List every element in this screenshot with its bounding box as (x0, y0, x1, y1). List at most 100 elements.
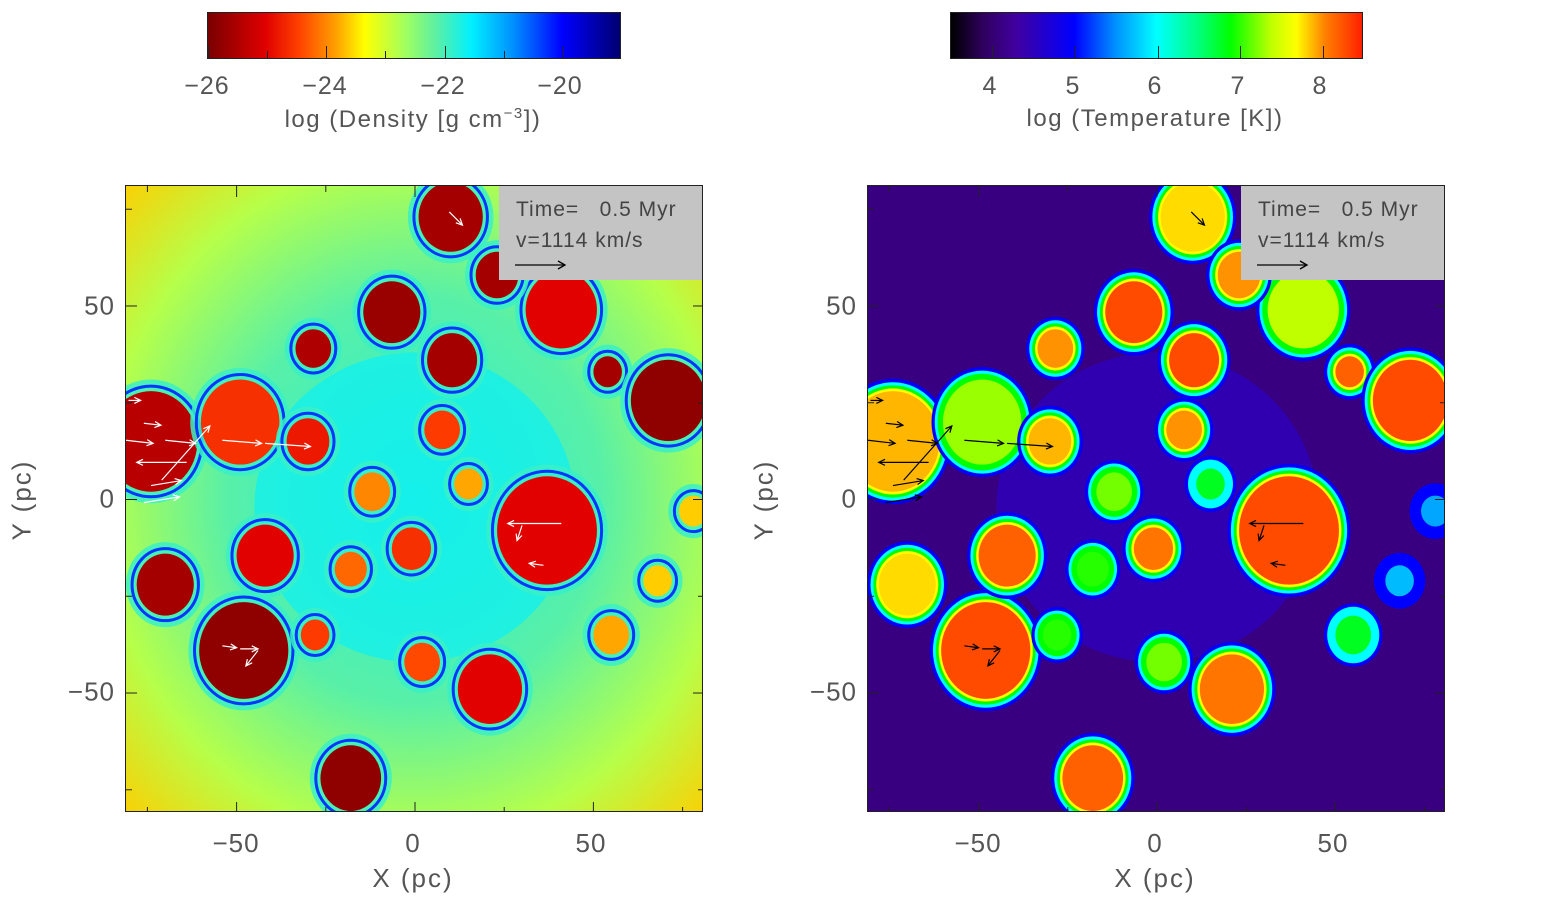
velocity-vector (1269, 560, 1286, 568)
bubble (393, 631, 451, 694)
velocity-vector (222, 643, 238, 651)
temperature-colorbar-tick-label: 5 (1065, 72, 1081, 100)
velocity-vector (515, 525, 523, 542)
y-tick-label: 0 (99, 483, 115, 514)
bubble (1184, 456, 1237, 512)
temperature-colorbar (950, 12, 1363, 59)
velocity-vector (1248, 519, 1304, 528)
velocity-vector (143, 494, 181, 504)
velocity-vector (1007, 442, 1054, 450)
bubble (1051, 732, 1135, 811)
bubble (1084, 460, 1144, 524)
bubble (1256, 258, 1351, 361)
bubble (343, 460, 401, 523)
velocity-vector (240, 645, 260, 653)
temperature-map: Time= 0.5 Myr v=1114 km/s (867, 185, 1445, 812)
bubble (632, 553, 683, 608)
colorbar-tick (992, 46, 994, 58)
temperature-colorbar-tick-label: 7 (1230, 72, 1246, 100)
x-tick-label: 0 (405, 828, 421, 858)
bubble (447, 642, 533, 736)
bubble (582, 344, 633, 399)
time-label: Time= 0.5 Myr (516, 198, 677, 221)
density-colorbar (207, 12, 621, 59)
bubble (1409, 483, 1444, 539)
colorbar-tick (385, 51, 387, 58)
temperature-colorbar-tick-label: 8 (1312, 72, 1328, 100)
velocity-vector (1257, 525, 1265, 542)
bubble (126, 379, 209, 504)
velocity-vector (885, 420, 905, 429)
bubble (1093, 268, 1174, 356)
velocity-vector (903, 424, 953, 481)
bubble (1031, 607, 1083, 663)
bubble (1065, 539, 1121, 599)
density-colorbar-title: log (Density [g cm−3]) (284, 105, 542, 133)
density-colorbar-tick-label: −26 (184, 72, 230, 100)
velocity-label: v=1114 km/s (516, 229, 644, 252)
bubble (668, 484, 702, 539)
bubble (1323, 343, 1376, 400)
bubble (1122, 514, 1185, 583)
colorbar-tick (326, 46, 328, 58)
bubble (443, 456, 494, 512)
colorbar-tick (444, 46, 446, 58)
temperature-colorbar-title: log (Temperature [K]) (1026, 105, 1284, 132)
bubble (1134, 630, 1194, 694)
bubble (967, 512, 1048, 599)
bubble (514, 259, 608, 361)
bubble (225, 513, 305, 599)
bubble (188, 590, 300, 711)
bubble (381, 515, 442, 582)
density-map-svg (126, 186, 702, 811)
bubble (190, 367, 291, 477)
bubble (1149, 186, 1237, 265)
bubble (1361, 347, 1444, 454)
bubble (1188, 641, 1276, 737)
velocity-vector (222, 439, 263, 447)
velocity-vector (161, 424, 211, 481)
velocity-vector (987, 650, 1001, 668)
bubble (284, 317, 342, 380)
bubble (1323, 603, 1383, 667)
velocity-vector (265, 442, 312, 450)
bubble (126, 542, 205, 628)
bubble (486, 464, 608, 597)
velocity-vector (143, 420, 163, 429)
velocity-vector (448, 211, 464, 227)
bubble (1373, 552, 1426, 609)
bubble (868, 378, 951, 505)
bubble (582, 604, 640, 666)
bubble (275, 406, 341, 477)
bubble (868, 541, 948, 628)
temperature-map-svg (868, 186, 1444, 811)
bubble (931, 367, 1033, 478)
bubble (324, 540, 378, 599)
velocity-vector (868, 439, 897, 447)
y-axis-label: Y (pc) (6, 459, 37, 541)
bubble (1017, 405, 1083, 478)
annotation-box: Time= 0.5 Myr v=1114 km/s (1241, 186, 1444, 280)
colorbar-tick (1074, 46, 1076, 58)
y-axis-label: Y (pc) (748, 459, 779, 541)
x-axis-label: X (pc) (1114, 863, 1196, 893)
velocity-vector (964, 643, 980, 651)
velocity-vector (982, 645, 1002, 653)
bubble (416, 321, 488, 399)
velocity-vector (165, 439, 197, 447)
reference-arrow-icon (515, 260, 567, 270)
y-tick-label: 50 (826, 290, 857, 321)
colorbar-tick (503, 51, 505, 58)
density-map: Time= 0.5 Myr v=1114 km/s (125, 185, 703, 812)
velocity-vector (877, 458, 929, 466)
velocity-vector (1190, 211, 1206, 227)
bubble (413, 398, 471, 461)
x-tick-label: −50 (212, 828, 260, 858)
temperature-colorbar-tick-label: 6 (1147, 72, 1163, 100)
annotation-box: Time= 0.5 Myr v=1114 km/s (499, 186, 702, 280)
bubble (290, 607, 341, 663)
colorbar-tick (1322, 46, 1324, 58)
reference-arrow-icon (1257, 260, 1309, 270)
bubble (620, 348, 702, 453)
y-tick-label: 0 (841, 483, 857, 514)
